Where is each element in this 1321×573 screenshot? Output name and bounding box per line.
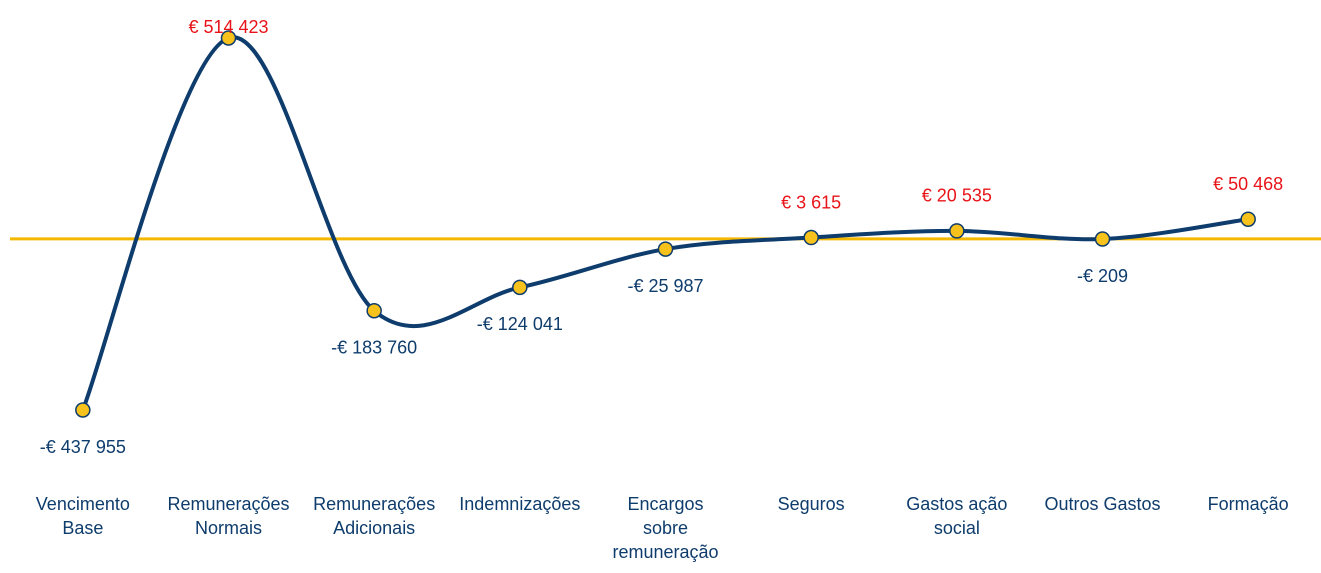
point — [657, 241, 674, 257]
x-tick-label: Outros Gastos — [1044, 494, 1160, 514]
data-label: € 50 468 — [1213, 174, 1283, 194]
data-label: -€ 124 041 — [477, 314, 563, 334]
x-tick-label: Formação — [1208, 494, 1289, 514]
x-tick-label: Seguros — [778, 494, 845, 514]
point — [512, 279, 528, 296]
data-label: -€ 209 — [1077, 266, 1128, 286]
data-label: -€ 437 955 — [40, 437, 126, 457]
point — [949, 223, 965, 239]
line — [80, 35, 1249, 411]
point — [220, 30, 237, 46]
point — [366, 302, 382, 319]
x-tick-label: Remunerações Adicionais — [313, 494, 435, 538]
x-tick-label: Encargos sobre remuneração — [612, 494, 718, 562]
data-label: -€ 25 987 — [627, 276, 703, 296]
point — [75, 402, 91, 418]
x-tick-label: Remunerações Normais — [167, 494, 289, 538]
point — [1094, 231, 1111, 247]
data-label: -€ 183 760 — [331, 337, 417, 357]
data-label: € 514 423 — [188, 17, 268, 37]
data-label: € 20 535 — [922, 186, 992, 206]
x-tick-label: Gastos ação social — [906, 494, 1007, 538]
point — [803, 229, 819, 246]
x-tick-label: Indemnizações — [459, 494, 580, 514]
point — [1240, 211, 1256, 227]
x-tick-label: Vencimento Base — [36, 494, 130, 538]
data-label: € 3 615 — [781, 192, 841, 212]
